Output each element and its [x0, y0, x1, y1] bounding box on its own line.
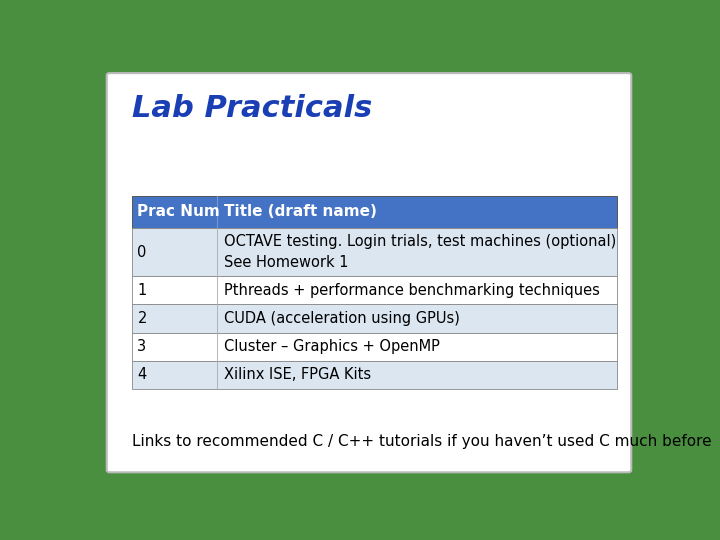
Text: OCTAVE testing. Login trials, test machines (optional)
See Homework 1: OCTAVE testing. Login trials, test machi… [223, 234, 616, 270]
Bar [132, 228, 617, 276]
Text: 0: 0 [138, 245, 147, 260]
Text: Links to recommended C / C++ tutorials if you haven’t used C much before: Links to recommended C / C++ tutorials i… [132, 434, 711, 449]
Text: 2: 2 [138, 311, 147, 326]
Text: Title (draft name): Title (draft name) [223, 205, 377, 219]
Text: Lab Practicals: Lab Practicals [132, 94, 372, 123]
Text: Cluster – Graphics + OpenMP: Cluster – Graphics + OpenMP [223, 339, 439, 354]
FancyBboxPatch shape [107, 73, 631, 472]
Text: Prac Num: Prac Num [138, 205, 220, 219]
Text: CUDA (acceleration using GPUs): CUDA (acceleration using GPUs) [223, 311, 459, 326]
Text: Xilinx ISE, FPGA Kits: Xilinx ISE, FPGA Kits [223, 368, 371, 382]
Text: Pthreads + performance benchmarking techniques: Pthreads + performance benchmarking tech… [223, 282, 599, 298]
Text: 4: 4 [138, 368, 147, 382]
Bar [132, 305, 617, 333]
Text: 1: 1 [138, 282, 147, 298]
Text: 3: 3 [138, 339, 147, 354]
Bar [132, 196, 617, 228]
Bar [132, 361, 617, 389]
Bar [132, 276, 617, 305]
Bar [132, 333, 617, 361]
